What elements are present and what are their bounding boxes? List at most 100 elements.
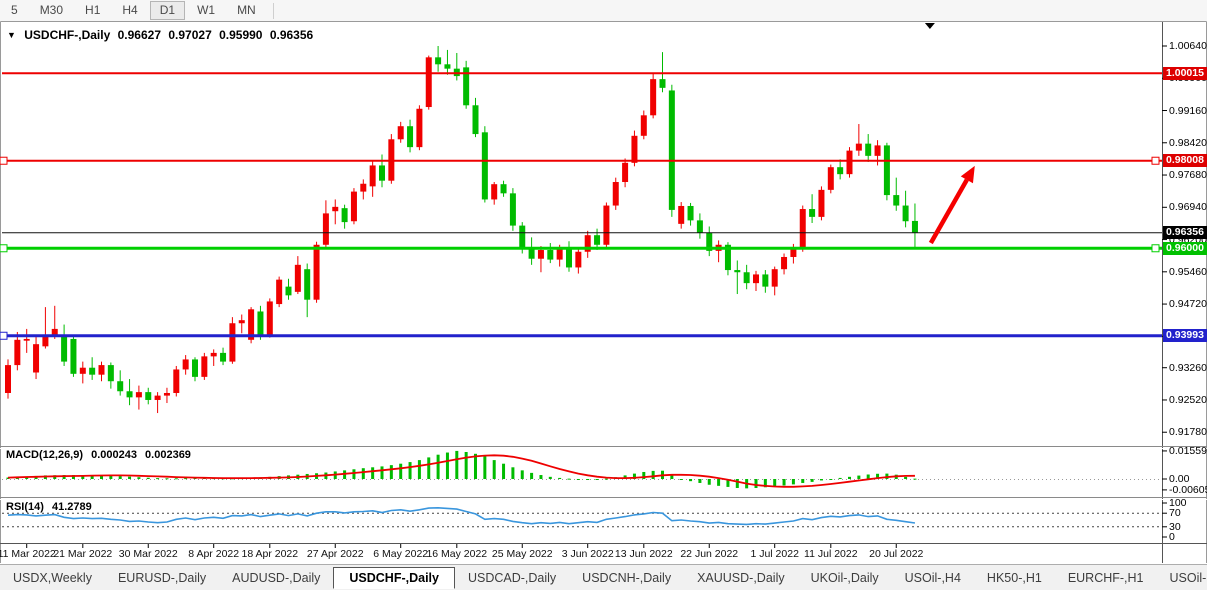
hline-handle[interactable] (1151, 156, 1160, 165)
macd-hist-bar (651, 470, 655, 479)
period-button-D1[interactable]: D1 (149, 1, 186, 20)
date-label: 11 Jul 2022 (804, 548, 858, 560)
macd-axis-label: -0.006055 (1169, 483, 1207, 496)
rsi-label: RSI(14) 41.2789 (6, 501, 97, 513)
macd-hist-bar (62, 475, 66, 479)
symbol-dropdown-icon[interactable]: ▼ (7, 30, 16, 40)
candle-body (481, 132, 488, 200)
macd-hist-bar (763, 479, 767, 488)
date-label: 11 Mar 2022 (0, 548, 56, 560)
candle-body (724, 244, 731, 271)
period-button-H4[interactable]: H4 (122, 3, 138, 17)
candle-body (809, 209, 816, 217)
rsi-value: 41.2789 (51, 501, 92, 513)
candle-body (210, 352, 217, 357)
macd-hist-bar (801, 479, 805, 483)
date-label: 18 Apr 2022 (241, 548, 299, 560)
candle-body (369, 165, 376, 187)
macd-hist-bar (913, 478, 917, 480)
macd-hist-bar (576, 479, 580, 480)
candle-body (734, 270, 741, 273)
macd-hist-bar (371, 467, 375, 479)
candle-body (42, 336, 49, 347)
hline-handle[interactable] (0, 331, 8, 340)
macd-hist-bar (389, 465, 393, 479)
price-badge-0.93993: 0.93993 (1163, 329, 1207, 343)
macd-hist-bar (754, 479, 758, 488)
candle-body (622, 162, 629, 183)
candle-body (575, 251, 582, 268)
tab-usdcad-daily[interactable]: USDCAD-,Daily (467, 571, 557, 585)
candle-body (883, 145, 890, 196)
candle-body (743, 272, 750, 284)
rsi-layer (2, 502, 1167, 538)
tab-usoil-h4[interactable]: USOil-,H4 (1169, 571, 1207, 585)
candle-body (893, 195, 900, 206)
tab-audusd-daily[interactable]: AUDUSD-,Daily (232, 571, 321, 585)
hline-handle[interactable] (0, 244, 8, 253)
macd-hist-bar (445, 452, 449, 479)
rsi-axis-label: 100 (1169, 497, 1187, 509)
period-button-M30[interactable]: M30 (39, 3, 64, 17)
price-axis-ticks (1162, 45, 1167, 433)
candle-body (556, 248, 563, 260)
macd-hist-bar (483, 456, 487, 479)
candle-body (304, 269, 311, 300)
macd-hist-bar (735, 479, 739, 488)
tab-usdchf-daily[interactable]: USDCHF-,Daily (333, 567, 455, 589)
macd-hist-bar (109, 475, 113, 479)
macd-main-value: 0.000243 (91, 449, 137, 461)
macd-hist-bar (380, 466, 384, 479)
tab-usoil-h4[interactable]: USOil-,H4 (904, 571, 961, 585)
candle-body (341, 208, 348, 223)
trend-arrow-line[interactable] (928, 178, 969, 245)
date-label: 13 Jun 2022 (614, 548, 673, 560)
macd-hist-bar (137, 477, 141, 479)
candle-body (753, 274, 759, 284)
period-button-MN[interactable]: MN (237, 3, 256, 17)
tab-ukoil-daily[interactable]: UKOil-,Daily (810, 571, 879, 585)
candle-body (163, 392, 170, 396)
macd-hist-bar (586, 479, 590, 480)
chart-canvas[interactable] (0, 21, 1207, 564)
candle-body (33, 344, 40, 373)
tab-xauusd-daily[interactable]: XAUUSD-,Daily (697, 571, 785, 585)
tab-usdcnh-daily[interactable]: USDCNH-,Daily (582, 571, 672, 585)
tab-eurusd-daily[interactable]: EURUSD-,Daily (117, 571, 207, 585)
candle-body (509, 193, 516, 226)
hline-handle[interactable] (0, 156, 8, 165)
date-ticks (26, 544, 897, 548)
macd-hist-bar (670, 475, 674, 479)
tab-eurchf-h1[interactable]: EURCHF-,H1 (1067, 571, 1144, 585)
candle-body (650, 79, 657, 116)
candle-body (640, 115, 647, 136)
candle-body (360, 183, 367, 192)
candle-body (266, 301, 273, 336)
rsi-axis-label: 30 (1169, 520, 1181, 533)
hline-objects (0, 72, 1162, 340)
period-button-5[interactable]: 5 (11, 3, 18, 17)
candle-body (865, 143, 872, 156)
candle-body (566, 248, 572, 268)
candle-body (696, 220, 703, 234)
macd-axis-label: 0.015596 (1169, 444, 1207, 457)
candle-body (220, 352, 227, 362)
macd-hist-bar (632, 473, 636, 479)
macd-hist-bar (604, 478, 608, 480)
macd-hist-bar (455, 450, 459, 479)
candle-body (790, 248, 797, 257)
period-button-H1[interactable]: H1 (85, 3, 101, 17)
candle-body (594, 235, 601, 245)
trend-arrow-head[interactable] (960, 165, 975, 184)
macd-hist-bar (539, 475, 543, 479)
tab-hk50-h1[interactable]: HK50-,H1 (986, 571, 1042, 585)
tab-usdx-weekly[interactable]: USDX,Weekly (13, 571, 92, 585)
macd-hist-bar (436, 454, 440, 479)
candle-body (874, 145, 881, 156)
hline-handle[interactable] (1151, 244, 1160, 253)
shift-marker-icon[interactable] (924, 23, 935, 29)
candle-body (182, 359, 189, 370)
period-button-W1[interactable]: W1 (197, 3, 216, 17)
candle-body (612, 182, 619, 206)
price-tick-label: 1.00640 (1169, 40, 1207, 52)
